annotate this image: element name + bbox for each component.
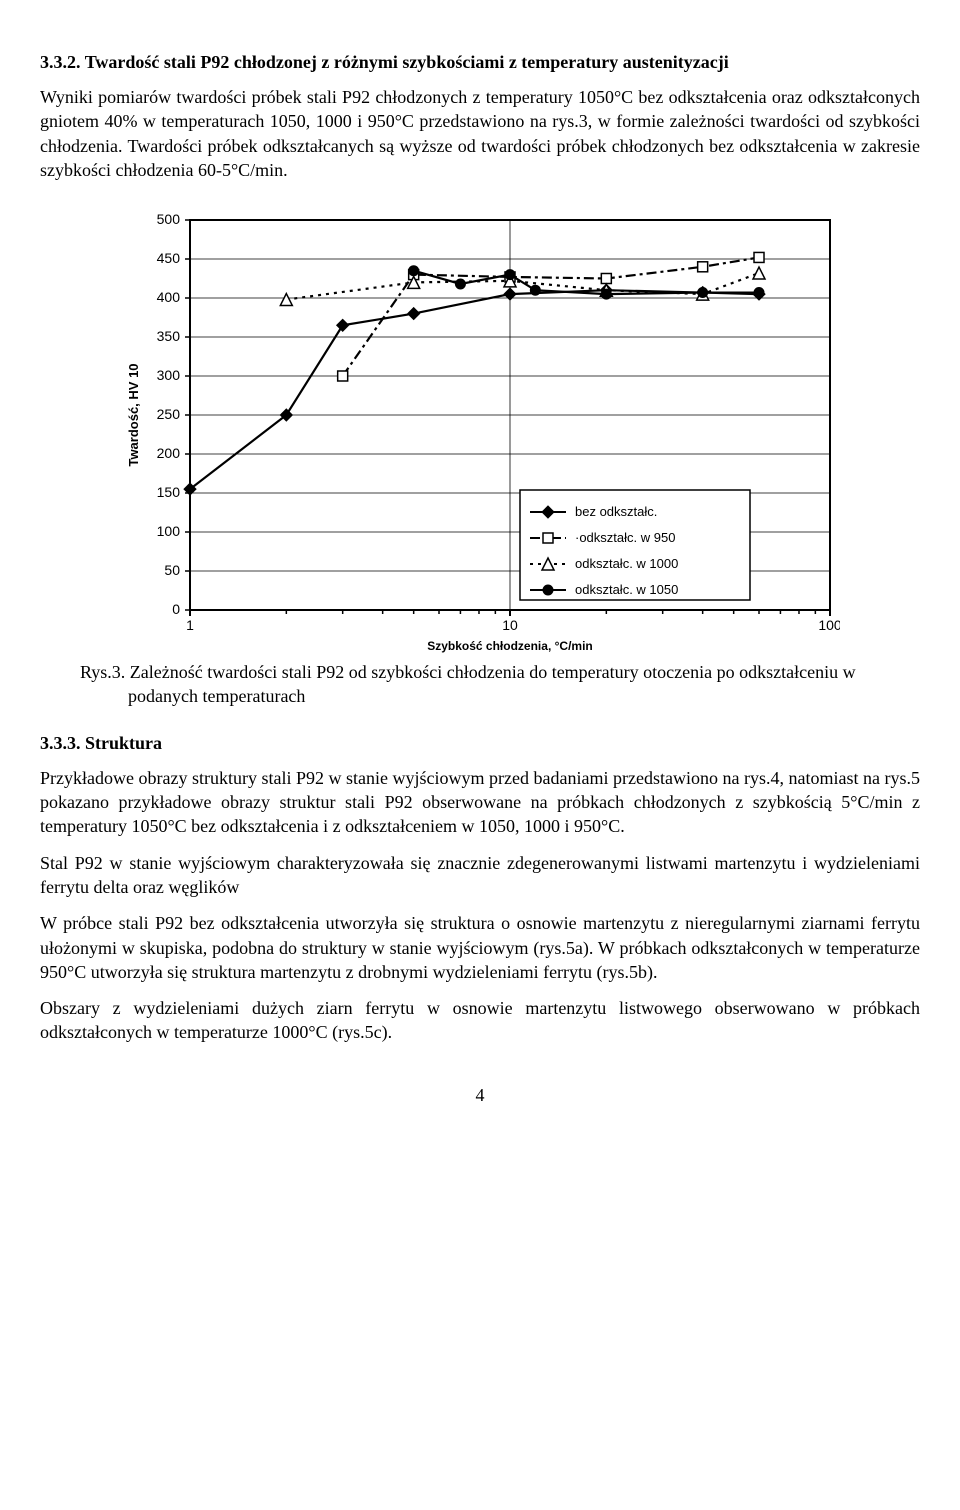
svg-text:150: 150: [157, 484, 181, 500]
svg-text:1: 1: [186, 617, 194, 633]
svg-text:10: 10: [502, 617, 518, 633]
svg-text:odkształc. w 1050: odkształc. w 1050: [575, 582, 678, 597]
svg-text:450: 450: [157, 250, 181, 266]
caption-text: Zależność twardości stali P92 od szybkoś…: [128, 662, 856, 706]
hardness-chart: 0 50 100 150 200 250 300 350 400 450 500 1 10 100 Twar…: [120, 210, 840, 650]
section-title: Twardość stali P92 chłodzonej z różnymi …: [85, 52, 729, 72]
section-332-paragraph: Wyniki pomiarów twardości próbek stali P…: [40, 85, 920, 182]
page-number: 4: [40, 1085, 920, 1106]
svg-text:odkształc. w 1000: odkształc. w 1000: [575, 556, 678, 571]
section-332-heading: 3.3.2. Twardość stali P92 chłodzonej z r…: [40, 52, 920, 73]
svg-text:400: 400: [157, 289, 181, 305]
section-number: 3.3.2.: [40, 52, 81, 72]
svg-text:100: 100: [818, 617, 840, 633]
svg-text:Szybkość chłodzenia, °C/min: Szybkość chłodzenia, °C/min: [427, 639, 593, 653]
svg-text:·odkształc. w 950: ·odkształc. w 950: [575, 530, 675, 545]
chart-svg: 0 50 100 150 200 250 300 350 400 450 500 1 10 100 Twar…: [120, 210, 840, 660]
section-333-p2: Stal P92 w stanie wyjściowym charakteryz…: [40, 851, 920, 900]
svg-text:300: 300: [157, 367, 181, 383]
svg-text:100: 100: [157, 523, 181, 539]
caption-label: Rys.3.: [80, 662, 125, 682]
svg-text:0: 0: [172, 601, 180, 617]
section-333-heading: 3.3.3. Struktura: [40, 733, 920, 754]
svg-text:350: 350: [157, 328, 181, 344]
svg-text:250: 250: [157, 406, 181, 422]
svg-text:50: 50: [164, 562, 180, 578]
svg-text:200: 200: [157, 445, 181, 461]
section-333-p4: Obszary z wydzieleniami dużych ziarn fer…: [40, 996, 920, 1045]
svg-text:Twardość, HV 10: Twardość, HV 10: [126, 364, 141, 467]
svg-text:500: 500: [157, 211, 181, 227]
section-333-p1: Przykładowe obrazy struktury stali P92 w…: [40, 766, 920, 839]
section-333-p3: W próbce stali P92 bez odkształcenia utw…: [40, 911, 920, 984]
section-number: 3.3.3.: [40, 733, 81, 753]
figure-caption: Rys.3. Zależność twardości stali P92 od …: [80, 660, 880, 709]
svg-text:bez odkształc.: bez odkształc.: [575, 504, 657, 519]
section-title: Struktura: [85, 733, 162, 753]
